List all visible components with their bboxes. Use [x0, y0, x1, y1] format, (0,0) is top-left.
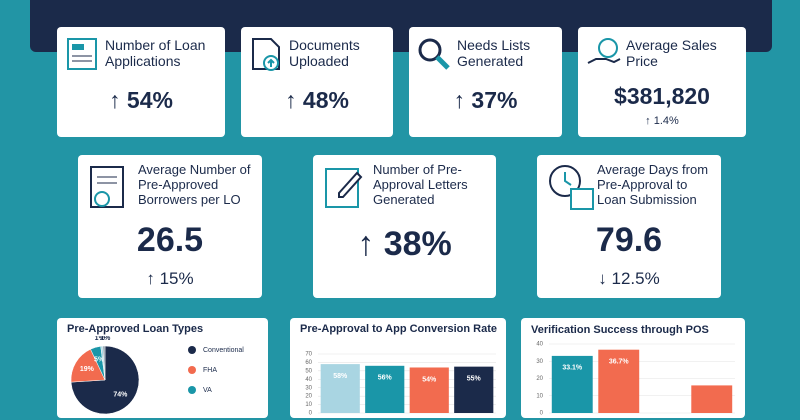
- kpi-label: Needs Lists Generated: [457, 37, 531, 70]
- chart-card: Pre-Approval to App Conversion Rate 0 10 2…: [290, 318, 506, 418]
- chart: 74% 19% 5% 1%1% Conventional FHA VA: [70, 336, 244, 415]
- data-label: 36.7%: [609, 359, 630, 366]
- y-tick-label: 30: [305, 385, 312, 391]
- y-tick-label: 70: [305, 352, 312, 358]
- bar: [598, 349, 640, 413]
- chart: 0 10 20 30 40 33.1% 36.7%: [536, 342, 735, 417]
- kpi-change: ↑ 15%: [146, 269, 194, 288]
- y-tick-label: 40: [305, 377, 312, 383]
- bar: [320, 364, 360, 413]
- kpi-label: Number of Loan Applications: [105, 37, 206, 70]
- data-label: 33.1%: [562, 365, 583, 372]
- kpi-label: Average Sales Price: [626, 37, 717, 70]
- legend-label: VA: [203, 387, 212, 394]
- y-tick-label: 30: [536, 359, 543, 365]
- bar: [551, 355, 593, 413]
- data-label: 56%: [378, 375, 393, 382]
- chart-title: Pre-Approval to App Conversion Rate: [300, 323, 498, 335]
- data-label: 54%: [422, 376, 437, 383]
- kpi-value: ↑ 48%: [285, 87, 349, 113]
- chart-card: Verification Success through POS 0 10 20 30…: [521, 318, 745, 418]
- legend-label: FHA: [203, 367, 217, 374]
- data-label: 55%: [467, 375, 482, 382]
- icon: [90, 166, 124, 208]
- y-tick-label: 40: [536, 342, 543, 348]
- kpi-change: ↑ 1.4%: [645, 115, 679, 127]
- kpi-label: Average Number of Pre-Approved Borrowers…: [138, 162, 251, 207]
- kpi-card: Average Number of Pre-Approved Borrowers…: [78, 155, 262, 298]
- kpi-card: Needs Lists Generated ↑ 37%: [409, 27, 562, 137]
- legend-swatch: [188, 386, 196, 394]
- legend-label: Conventional: [203, 347, 244, 354]
- kpi-value: ↑ 37%: [453, 87, 518, 113]
- kpi-card: Number of Pre-Approval Letters Generated…: [313, 155, 496, 298]
- icon: [549, 165, 594, 210]
- y-tick-label: 20: [305, 394, 312, 400]
- kpi-value: 26.5: [136, 221, 204, 259]
- data-label: 1%: [95, 336, 106, 342]
- y-tick-label: 0: [309, 411, 313, 417]
- icon: [587, 38, 621, 64]
- y-tick-label: 50: [305, 368, 312, 374]
- data-label: 19%: [80, 366, 95, 373]
- kpi-card: Average Days from Pre-Approval to Loan S…: [537, 155, 721, 298]
- kpi-label: Average Days from Pre-Approval to Loan S…: [597, 162, 709, 207]
- data-label: 74%: [113, 391, 128, 398]
- data-label: 1%: [100, 336, 111, 342]
- kpi-card: Documents Uploaded ↑ 48%: [241, 27, 393, 137]
- kpi-card: Number of Loan Applications ↑ 54%: [57, 27, 225, 137]
- icon: [325, 168, 363, 208]
- kpi-label: Documents Uploaded: [289, 37, 360, 70]
- bar: [691, 385, 733, 413]
- kpi-change: ↓ 12.5%: [598, 269, 660, 288]
- kpi-value: ↑ 54%: [109, 87, 173, 113]
- chart: 0 10 20 30 40 50 60 70 58% 56% 54% 55%: [305, 352, 496, 417]
- y-tick-label: 60: [305, 360, 312, 366]
- bar: [409, 367, 449, 413]
- kpi-value: 79.6: [595, 221, 663, 259]
- chart-title: Pre-Approved Loan Types: [67, 323, 204, 335]
- kpi-label: Number of Pre-Approval Letters Generated: [373, 162, 468, 207]
- y-tick-label: 20: [536, 376, 543, 382]
- bar: [365, 365, 405, 413]
- data-label: 5%: [94, 357, 105, 364]
- pie-slice: [102, 345, 106, 381]
- icon: [67, 38, 97, 70]
- chart-card: Pre-Approved Loan Types 74% 19% 5% 1% 1% Conv…: [57, 318, 268, 418]
- legend-swatch: [188, 346, 196, 354]
- legend-swatch: [188, 366, 196, 374]
- kpi-card: Average Sales Price $381,820 ↑ 1.4%: [578, 27, 746, 137]
- bar: [454, 366, 494, 413]
- kpi-value: ↑ 38%: [357, 225, 452, 263]
- y-tick-label: 10: [305, 402, 312, 408]
- data-label: 58%: [333, 373, 348, 380]
- y-tick-label: 0: [540, 411, 544, 417]
- kpi-value: $381,820: [614, 83, 710, 109]
- icon: [418, 38, 450, 70]
- chart-title: Verification Success through POS: [531, 324, 709, 336]
- icon: [252, 38, 280, 71]
- y-tick-label: 10: [536, 393, 543, 399]
- pie-slice: [70, 348, 106, 383]
